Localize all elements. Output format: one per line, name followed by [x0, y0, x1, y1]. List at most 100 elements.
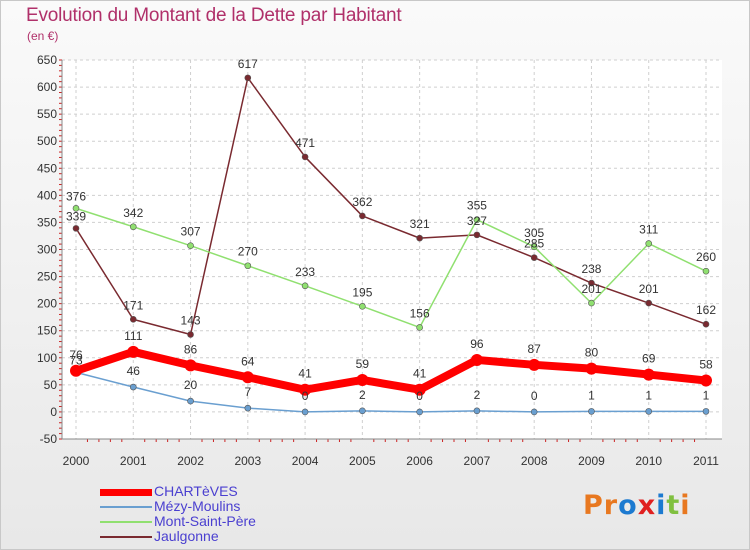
data-point: [127, 345, 140, 358]
y-tick-label: 350: [37, 215, 57, 229]
data-label: 2: [474, 388, 481, 402]
x-tick-label: 2003: [234, 454, 261, 468]
legend-label: Jaulgonne: [154, 528, 219, 544]
data-label: 195: [352, 285, 372, 299]
y-tick-label: 400: [37, 188, 57, 202]
data-point: [72, 205, 80, 212]
x-tick-label: 2005: [349, 454, 376, 468]
data-label: 73: [69, 353, 83, 367]
data-label: 471: [295, 136, 315, 150]
chart-title: Evolution du Montant de la Dette par Hab…: [26, 5, 402, 26]
logo-letter: x: [637, 490, 657, 521]
logo-letter: i: [680, 490, 691, 521]
data-label: 285: [524, 237, 544, 251]
data-label: 64: [241, 354, 255, 368]
data-point: [187, 331, 194, 338]
y-tick-label: 300: [37, 243, 57, 257]
data-label: 617: [238, 57, 258, 71]
data-point: [184, 359, 197, 372]
data-point: [301, 408, 309, 416]
data-label: 1: [645, 388, 652, 402]
data-label: 260: [696, 250, 716, 264]
x-tick-label: 2010: [635, 454, 662, 468]
data-point: [244, 74, 252, 82]
data-point: [588, 279, 595, 287]
data-point: [470, 353, 483, 366]
data-point: [301, 153, 309, 161]
data-label: 80: [585, 346, 599, 360]
series-line-jaulgonne: [75, 77, 707, 336]
y-tick-label: 250: [37, 270, 57, 284]
data-point: [416, 234, 423, 242]
data-label: 339: [66, 209, 86, 223]
series-line-mont-saint-p-re: [75, 207, 707, 329]
legend-swatch: [100, 521, 152, 523]
data-point: [72, 225, 80, 232]
legend-label: Mont-Saint-Père: [154, 513, 256, 529]
data-label: 156: [410, 306, 430, 320]
data-point: [702, 408, 710, 415]
data-point: [642, 368, 655, 381]
x-tick-label: 2008: [521, 454, 548, 468]
data-point: [244, 404, 252, 412]
y-tick-label: 200: [37, 297, 57, 311]
data-point: [299, 383, 312, 396]
x-tick-label: 2009: [578, 454, 605, 468]
logo-letter: P: [583, 490, 604, 521]
y-tick-label: 150: [37, 324, 57, 338]
data-point: [585, 362, 598, 375]
data-label: 171: [123, 298, 143, 312]
data-point: [530, 243, 538, 251]
data-label: 305: [524, 226, 544, 240]
data-point: [645, 408, 653, 415]
data-label: 238: [581, 262, 601, 276]
y-tick-label: 600: [37, 80, 57, 94]
data-label: 2: [359, 388, 366, 402]
data-label: 7: [244, 385, 251, 399]
data-label: 201: [639, 282, 659, 296]
data-point: [473, 216, 481, 224]
data-point: [528, 358, 541, 371]
data-point: [356, 373, 369, 386]
data-label: 0: [302, 389, 309, 403]
data-point: [645, 299, 653, 307]
logo-letter: i: [656, 490, 667, 521]
legend-swatch: [100, 536, 152, 538]
data-point: [187, 397, 194, 405]
data-point: [530, 254, 538, 261]
data-point: [588, 299, 595, 307]
data-label: 1: [588, 388, 595, 402]
series-line-chart-ves: [74, 347, 707, 394]
y-tick-label: 450: [37, 161, 57, 175]
data-point: [129, 316, 137, 323]
data-label: 96: [470, 337, 484, 351]
data-point: [413, 383, 426, 396]
data-point: [700, 374, 712, 387]
data-point: [416, 408, 423, 416]
x-tick-label: 2002: [177, 454, 204, 468]
data-label: 355: [467, 199, 487, 213]
x-tick-label: 2000: [63, 454, 90, 468]
legend-swatch: [100, 488, 152, 496]
axes: -500501001502002503003504004505005506006…: [37, 53, 722, 468]
data-label: 327: [467, 214, 487, 228]
data-label: 87: [528, 342, 542, 356]
data-label: 233: [295, 265, 315, 279]
x-tick-label: 2006: [406, 454, 433, 468]
data-label: 162: [696, 303, 716, 317]
data-point: [70, 364, 82, 377]
data-point: [702, 320, 710, 328]
data-point: [244, 262, 252, 270]
chart-unit: (en €): [27, 29, 59, 43]
data-label: 46: [127, 364, 141, 378]
data-label: 86: [184, 342, 198, 356]
data-point: [416, 324, 423, 331]
y-tick-label: 0: [50, 405, 57, 419]
data-label: 20: [184, 378, 198, 392]
data-label: 59: [356, 357, 370, 371]
data-point: [129, 223, 137, 231]
data-label: 143: [181, 314, 201, 328]
legend-swatch: [100, 506, 152, 508]
y-tick-label: 50: [44, 378, 58, 392]
